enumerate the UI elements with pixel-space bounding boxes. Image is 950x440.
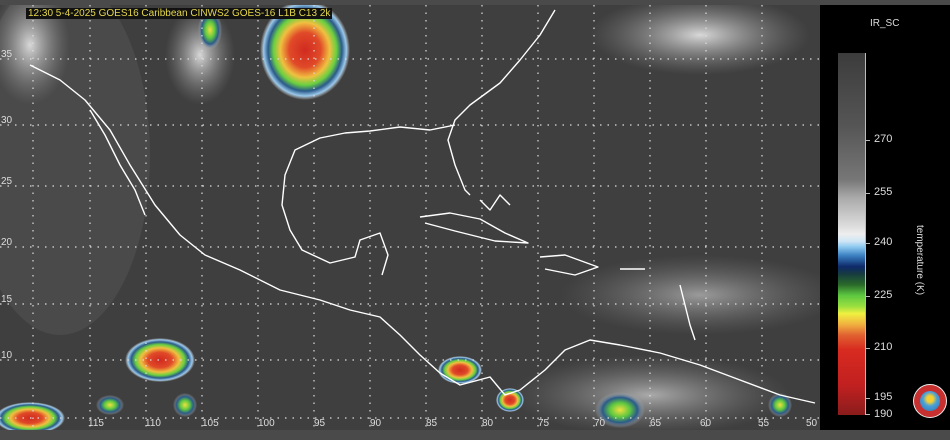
colorbar-tick — [866, 193, 870, 194]
lon-label: 100 — [258, 418, 275, 429]
bottom-bar — [0, 430, 950, 440]
colorbar — [838, 53, 865, 415]
lon-label: 75 — [538, 418, 550, 429]
top-bar — [0, 0, 950, 5]
storm-cell — [0, 402, 65, 430]
lon-label: 80 — [482, 418, 494, 429]
lat-label: 15 — [1, 294, 13, 305]
colorbar-tick-label: 255 — [874, 186, 893, 198]
lon-label: 70 — [594, 418, 606, 429]
lat-label: 35 — [1, 49, 13, 60]
satellite-map — [0, 5, 820, 430]
lon-label: 110 — [145, 418, 161, 429]
colorbar-tick — [866, 140, 870, 141]
image-header-title: 12:30 5-4-2025 GOES16 Caribbean CINWS2 G… — [26, 8, 333, 19]
colorbar-tick-label: 210 — [874, 341, 893, 353]
storm-cell — [125, 338, 195, 382]
lon-label: 90 — [370, 418, 382, 429]
storm-cell — [496, 388, 524, 412]
lat-label: 20 — [1, 237, 13, 248]
lon-label: 105 — [202, 418, 219, 429]
lon-label: 115 — [88, 418, 104, 429]
colorbar-tick-label: 240 — [874, 236, 893, 248]
lat-label: 30 — [1, 115, 13, 126]
storm-cell — [260, 5, 350, 100]
colorbar-label: temperature (K) — [914, 225, 925, 296]
agency-logo-icon — [913, 384, 947, 418]
storm-cell — [438, 356, 482, 384]
lon-label: 50 — [806, 418, 818, 429]
colorbar-tick-label: 190 — [874, 408, 893, 420]
colorbar-tick — [866, 398, 870, 399]
lon-label: 85 — [426, 418, 438, 429]
lon-label: 65 — [650, 418, 662, 429]
colorbar-tick-label: 195 — [874, 391, 893, 403]
colorbar-tick — [866, 414, 870, 415]
colorbar-tick — [866, 348, 870, 349]
colorbar-tick-label: 225 — [874, 289, 893, 301]
lat-label: 25 — [1, 176, 13, 187]
colorbar-tick — [866, 296, 870, 297]
coastlines — [29, 9, 816, 404]
colorbar-tick-label: 270 — [874, 133, 893, 145]
lon-label: 55 — [758, 418, 770, 429]
lon-label: 60 — [700, 418, 712, 429]
lon-label: 95 — [314, 418, 326, 429]
colorbar-axis — [865, 53, 866, 415]
colorbar-tick — [866, 243, 870, 244]
colorbar-title: IR_SC — [870, 18, 900, 29]
lat-label: 10 — [1, 350, 13, 361]
